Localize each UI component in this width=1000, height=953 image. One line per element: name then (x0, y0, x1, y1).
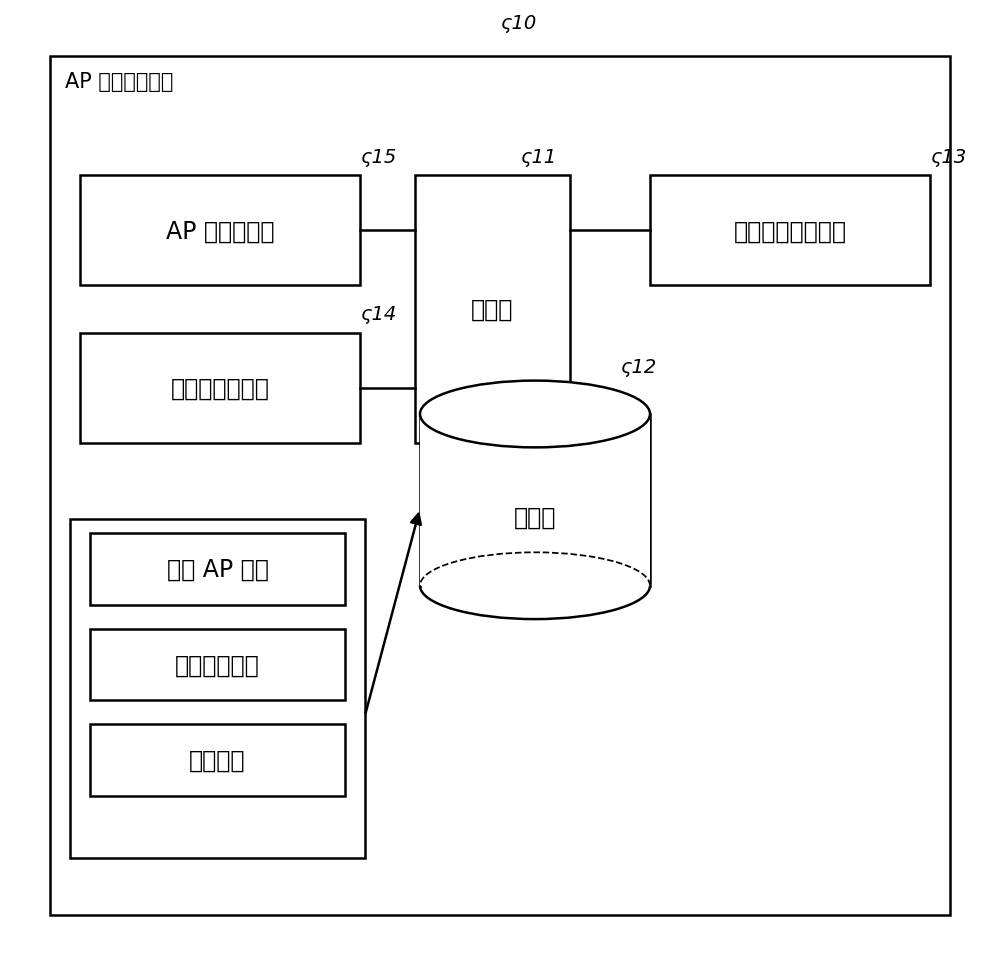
Text: 文件完整性判定部: 文件完整性判定部 (734, 219, 846, 243)
Text: 控制对象提取部: 控制对象提取部 (171, 376, 269, 400)
Bar (70, 519, 365, 858)
Bar (80, 176, 360, 286)
Text: 存储部: 存储部 (514, 505, 556, 529)
Bar (650, 176, 930, 286)
Text: ς13: ς13 (930, 148, 966, 167)
Text: 正解信息: 正解信息 (189, 748, 246, 772)
Text: AP 动作控制部: AP 动作控制部 (166, 219, 274, 243)
Text: ς15: ς15 (360, 148, 396, 167)
Text: 关联文件信息: 关联文件信息 (175, 653, 260, 677)
Text: ς12: ς12 (620, 357, 656, 376)
Text: AP 动作控制装置: AP 动作控制装置 (65, 71, 173, 91)
Bar (415, 176, 570, 443)
Text: 关联 AP 信息: 关联 AP 信息 (167, 558, 268, 581)
Ellipse shape (420, 381, 650, 448)
Bar (90, 724, 345, 796)
Bar (90, 629, 345, 700)
Bar (420, 415, 650, 586)
Text: ς14: ς14 (360, 305, 396, 324)
Bar (80, 334, 360, 443)
Text: ς11: ς11 (520, 148, 556, 167)
Text: 控制部: 控制部 (471, 297, 514, 322)
Bar (90, 534, 345, 605)
Text: ς10: ς10 (500, 14, 536, 33)
